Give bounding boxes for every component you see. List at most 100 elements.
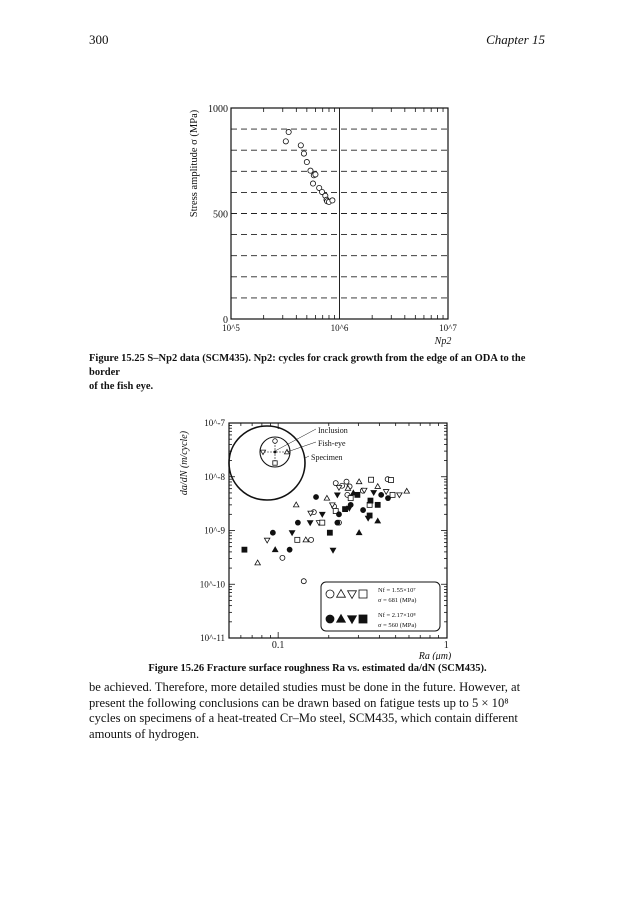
open-triangle-down-marker [335, 485, 343, 492]
text-line: present the following conclusions can be… [89, 695, 509, 710]
open-circle-marker [329, 197, 336, 204]
filled-triangle-down-marker [370, 490, 378, 497]
open-circle-marker [300, 150, 307, 157]
filled-circle-marker [385, 495, 391, 502]
body-paragraph: be achieved. Therefore, more detailed st… [89, 680, 546, 742]
open-triangle-up-marker [292, 501, 300, 508]
open-circle-marker [332, 480, 339, 487]
open-circle-marker [303, 159, 310, 166]
open-square-marker [319, 519, 326, 526]
open-triangle-up-marker [254, 559, 262, 566]
filled-triangle-up-marker [374, 517, 382, 524]
filled-triangle-down-marker [306, 520, 314, 527]
open-circle-marker [310, 180, 317, 187]
filled-circle-marker [325, 614, 335, 624]
open-circle-marker [300, 578, 307, 585]
open-circle-marker [343, 478, 350, 485]
figure-15-26-chart: 10^-7 10^-8 10^-9 10^-10 10^-11 0.1 1 da/dN (m/… [179, 418, 452, 660]
filled-square-marker [367, 497, 374, 504]
filled-square-marker [358, 614, 368, 624]
y-tick-label: 500 [213, 210, 228, 221]
open-square-marker [294, 536, 301, 543]
leader-line [274, 428, 317, 452]
figure-15-26-caption: Figure 15.26 Fracture surface roughness … [148, 663, 487, 674]
open-square-marker [332, 508, 339, 514]
open-triangle-up-marker [355, 478, 363, 485]
open-triangle-up-marker [335, 588, 347, 598]
filled-square-marker [354, 491, 361, 498]
open-triangle-up-marker [344, 484, 352, 491]
filled-square-marker [342, 506, 348, 513]
chapter-title: Chapter 15 [486, 32, 545, 47]
inset-label: Fish-eye [318, 439, 346, 448]
open-circle-marker [279, 554, 286, 561]
open-square-marker [389, 491, 396, 498]
open-circle-marker [325, 589, 335, 599]
open-triangle-down-marker [328, 502, 336, 509]
legend-label: Nf = 1.55×10⁷ [378, 587, 416, 594]
leader-line [304, 455, 310, 459]
open-triangle-up-marker [323, 494, 331, 501]
inset-label: Specimen [311, 453, 343, 462]
fish-eye-circle [259, 436, 291, 468]
text-line: amounts of hydrogen. [89, 726, 200, 741]
filled-circle-marker [286, 546, 293, 553]
x-tick-label: 0.1 [272, 640, 285, 651]
open-circle-marker [308, 536, 314, 543]
open-square-marker [272, 460, 278, 466]
x-axis-label: Np2 [434, 336, 452, 347]
x-tick-label: 10^6 [331, 323, 349, 333]
legend-label: σ = 560 (MPa) [378, 622, 416, 629]
open-circle-marker [316, 184, 323, 191]
legend-label: Nf = 2.17×10⁸ [378, 612, 416, 619]
text-line: cycles on specimens of a heat-treated Cr… [89, 711, 518, 725]
plot-frame [230, 107, 449, 320]
y-axis-label: da/dN (m/cycle) [179, 430, 190, 495]
open-square-marker [388, 477, 394, 483]
open-circle-marker [307, 167, 314, 174]
open-circle-marker [282, 138, 289, 145]
filled-triangle-down-marker [329, 547, 337, 554]
legend-label: σ = 681 (MPa) [378, 597, 416, 604]
y-tick-label: 10^-7 [204, 418, 225, 428]
filled-triangle-down-marker [318, 511, 326, 518]
filled-square-marker [326, 529, 333, 536]
open-triangle-down-marker [382, 489, 390, 496]
y-tick-label: 1000 [208, 104, 228, 115]
x-tick-label: 10^7 [439, 323, 457, 333]
filled-triangle-up-marker [335, 613, 347, 623]
open-triangle-up-marker [374, 482, 382, 489]
open-circle-marker [272, 438, 278, 444]
figure-15-25-caption: Figure 15.25 S–Np2 data (SCM435). Np2: c… [89, 352, 549, 394]
open-circle-marker [312, 171, 319, 178]
filled-circle-marker [334, 519, 341, 526]
caption-line: Figure 15.25 S–Np2 data (SCM435). Np2: c… [89, 353, 526, 378]
caption-line: of the fish eye. [89, 381, 154, 392]
filled-circle-marker [294, 519, 301, 526]
filled-triangle-down-marker [333, 492, 341, 499]
filled-triangle-up-marker [355, 529, 363, 536]
filled-circle-marker [360, 507, 366, 513]
open-triangle-down-marker [346, 590, 358, 600]
y-tick-label: 10^-10 [200, 579, 226, 589]
specimen-circle [228, 425, 306, 501]
text-line: be achieved. Therefore, more detailed st… [89, 680, 521, 694]
filled-circle-marker [378, 491, 385, 498]
x-tick-label: 10^5 [222, 323, 240, 333]
open-square-marker [368, 476, 374, 483]
y-tick-label: 10^-11 [200, 633, 225, 643]
page-number: 300 [89, 32, 109, 47]
x-tick-label: 1 [444, 640, 449, 651]
open-triangle-down-marker [263, 537, 271, 544]
leader-line [286, 441, 317, 453]
open-triangle-up-marker [283, 448, 291, 455]
inset-label: Inclusion [318, 426, 348, 435]
inclusion-dot [273, 450, 277, 454]
filled-triangle-down-marker [288, 530, 296, 537]
y-tick-label: 10^-9 [204, 526, 225, 536]
filled-square-marker [374, 501, 381, 508]
filled-triangle-up-marker [271, 546, 279, 553]
filled-circle-marker [313, 494, 319, 500]
open-triangle-up-marker [403, 487, 411, 494]
